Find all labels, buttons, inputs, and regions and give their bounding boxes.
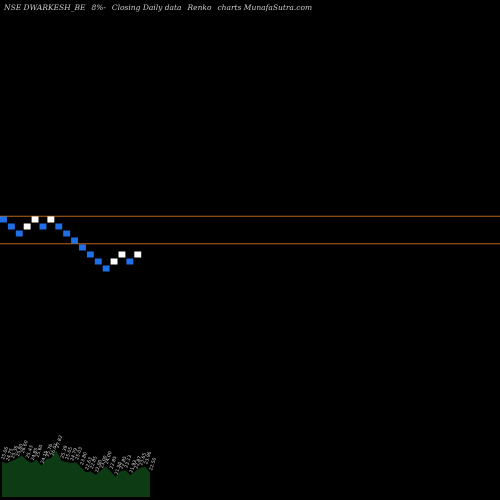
renko-brick-up <box>23 223 31 230</box>
renko-brick-down <box>15 230 23 237</box>
header-symbol: NSE DWARKESH_BE <box>4 3 86 12</box>
renko-brick-down <box>71 237 78 244</box>
renko-brick-up <box>110 258 118 265</box>
volume-label: 24.75 <box>5 447 15 461</box>
renko-brick-down <box>39 223 47 230</box>
volume-label: 23.80 <box>79 451 89 465</box>
renko-brick-down <box>63 230 71 237</box>
volume-label: 24.79 <box>69 447 79 461</box>
renko-brick-down <box>79 244 86 251</box>
volume-label: 24.00 <box>104 451 114 465</box>
volume-label: 23.00 <box>99 455 109 469</box>
volume-label: 25.06 <box>0 446 10 460</box>
volume-label: 22.50 <box>148 457 158 471</box>
volume-label: 25.76 <box>45 443 55 457</box>
volume-label: 25.43 <box>25 445 35 459</box>
volume-label: 21.50 <box>114 461 124 475</box>
header-chart-name: Renko <box>187 3 212 12</box>
volume-area <box>2 450 150 497</box>
renko-brick-down <box>94 258 102 265</box>
volume-label: 22.00 <box>94 459 104 473</box>
volume-label: 25.03 <box>74 446 84 460</box>
volume-label: 22.85 <box>119 455 129 469</box>
renko-brick-down <box>7 223 15 230</box>
renko-brick-down <box>55 223 63 230</box>
renko-brick-down <box>102 265 110 272</box>
volume-label: 22.63 <box>84 456 94 470</box>
volume-label: 25.39 <box>59 445 69 459</box>
volume-label: 26.01 <box>49 442 59 456</box>
renko-brick-down <box>0 216 7 223</box>
renko-brick-up <box>118 251 126 258</box>
chart-header: NSE DWARKESH_BE 8%- Closing Daily data Renk… <box>4 3 318 12</box>
volume-label: 22.85 <box>109 455 119 469</box>
volume-label: 27.82 <box>54 435 64 449</box>
volume-label: 25.80 <box>15 443 25 457</box>
volume-label: 25.60 <box>35 444 45 458</box>
volume-label: 24.85 <box>30 447 40 461</box>
volume-label: 23.65 <box>138 452 148 466</box>
volume-label: 23.13 <box>123 454 133 468</box>
header-box-label: 8%- <box>91 3 106 12</box>
renko-brick-up <box>134 251 142 258</box>
volume-label: 24.15 <box>40 450 50 464</box>
volume-label: 26.60 <box>20 440 30 454</box>
renko-brick-down <box>86 251 94 258</box>
volume-label: 22.87 <box>133 455 143 469</box>
volume-label: 21.93 <box>128 459 138 473</box>
renko-brick-down <box>126 258 134 265</box>
renko-brick-up <box>47 216 55 223</box>
renko-brick-up <box>31 216 39 223</box>
volume-label: 25.05 <box>64 446 74 460</box>
volume-label: 23.96 <box>143 451 153 465</box>
header-site: charts MunafaSutra.com <box>217 3 313 12</box>
volume-label: 25.36 <box>10 445 20 459</box>
header-description: Closing Daily data <box>111 3 182 12</box>
volume-label: 22.85 <box>89 455 99 469</box>
